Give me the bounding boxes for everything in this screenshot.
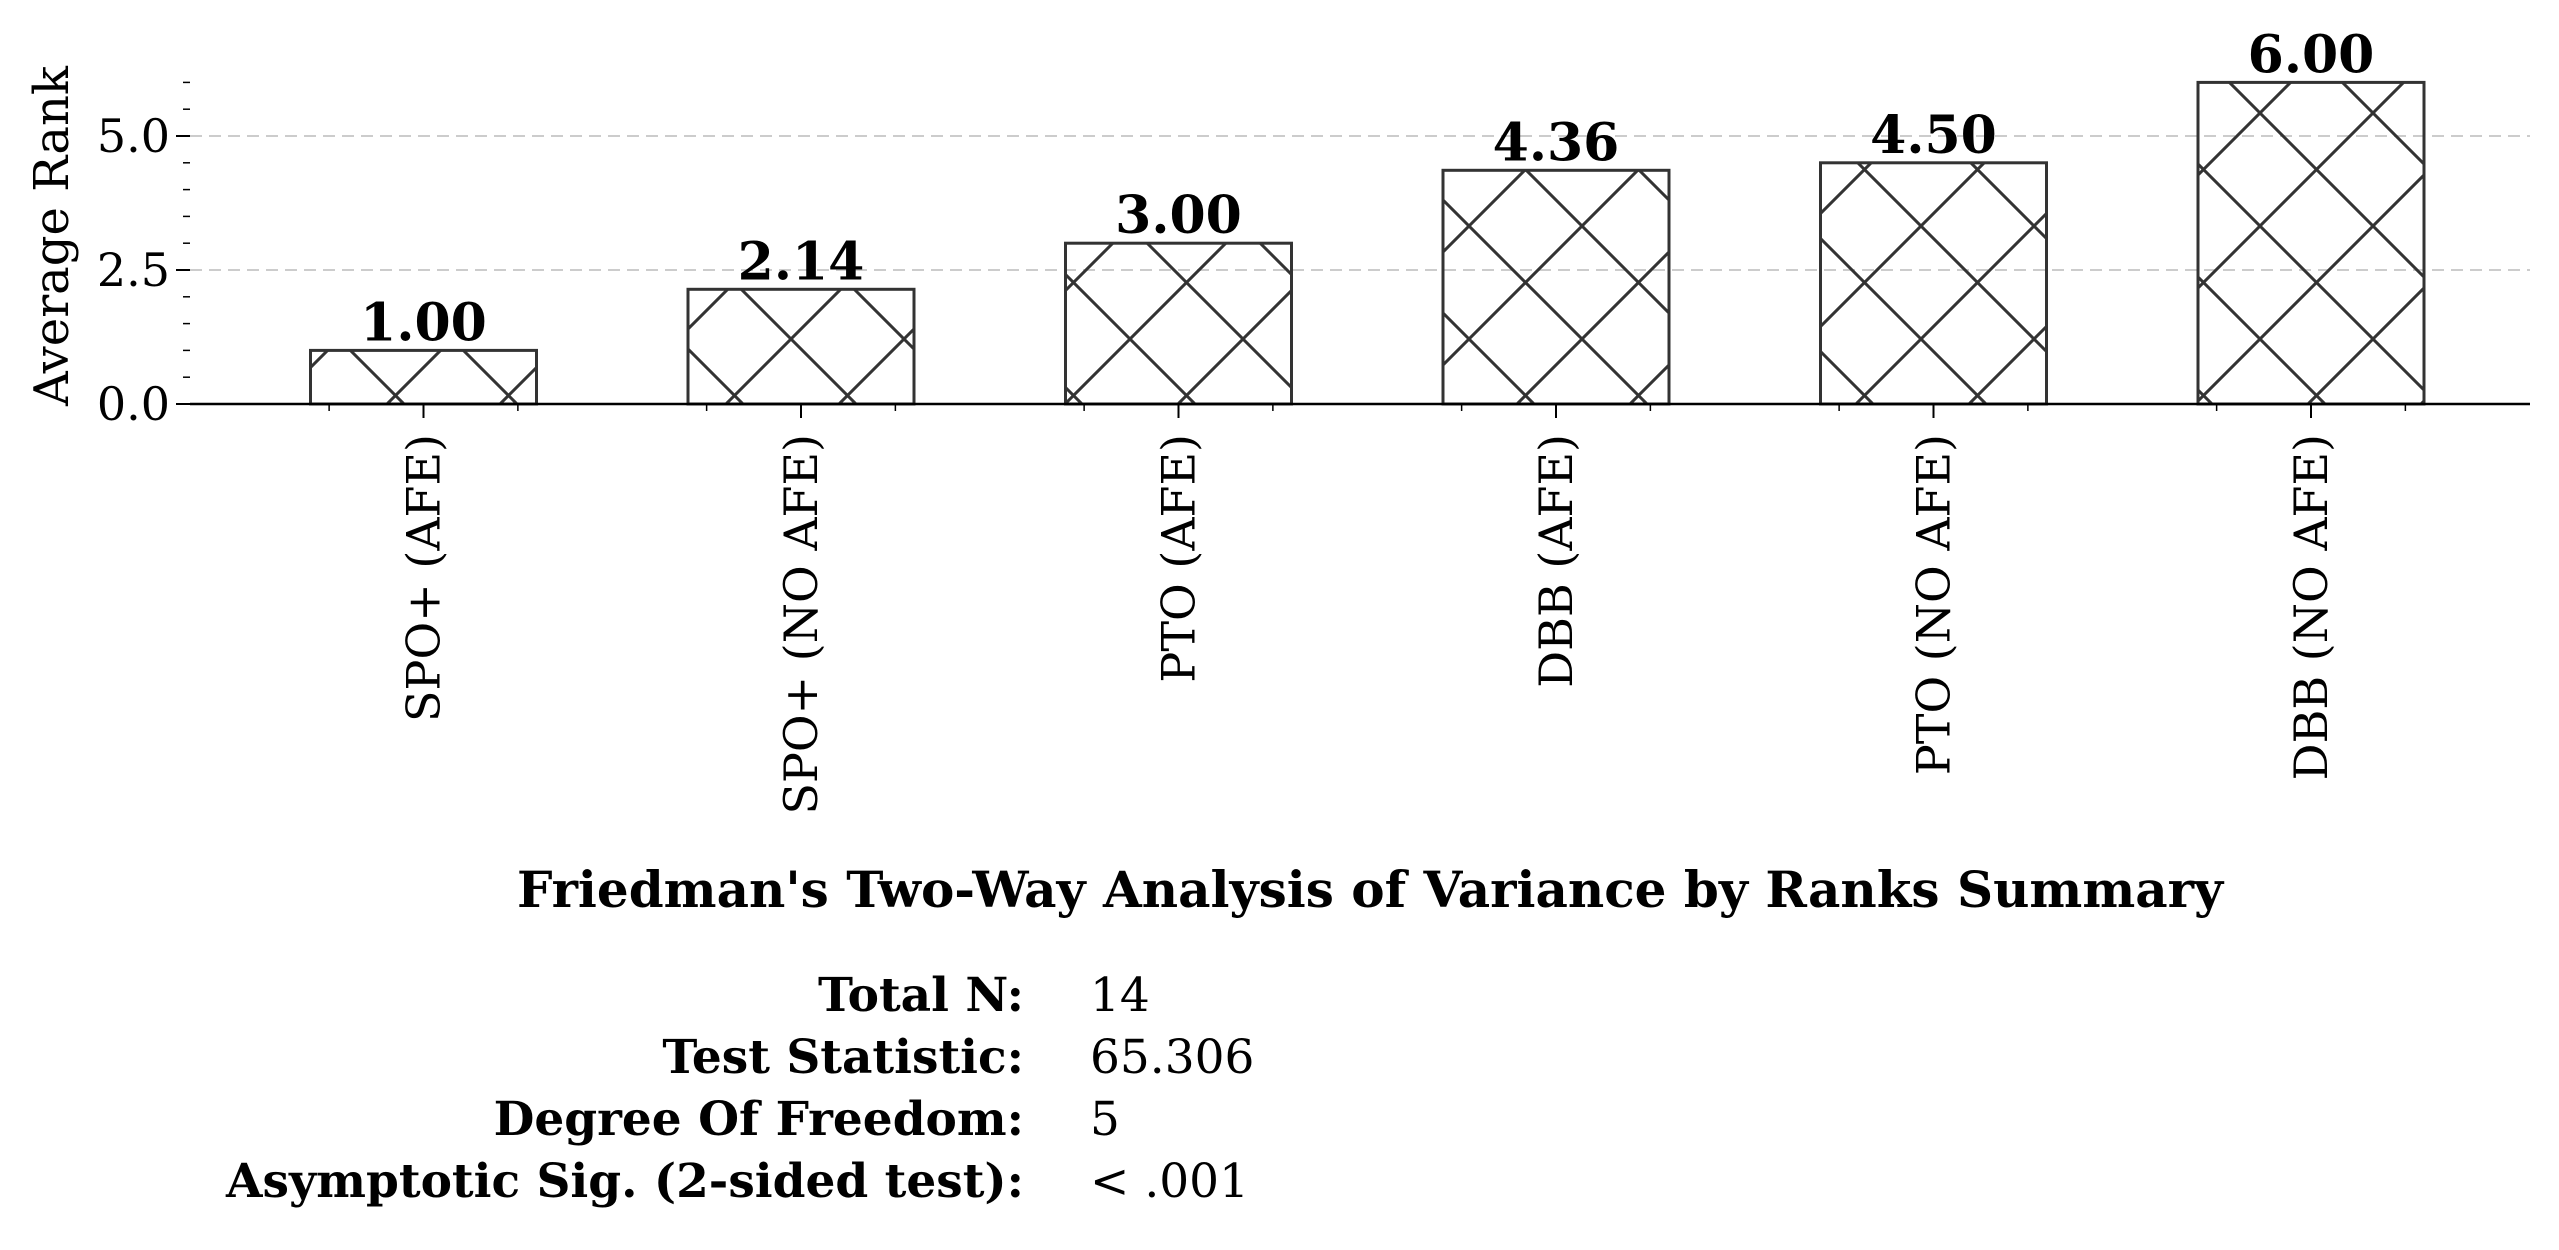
bar-value-label: 4.36 (1493, 112, 1620, 173)
x-tick-label: SPO+ (NO AFE) (774, 434, 828, 815)
summary-row-total-n: Total N: 14 (0, 968, 1400, 1030)
x-tick-label: DBB (NO AFE) (2284, 434, 2338, 780)
summary-row-asymptotic-sig: Asymptotic Sig. (2-sided test): < .001 (0, 1154, 1400, 1216)
y-tick-label: 5.0 (97, 109, 170, 163)
bars: 1.00 2.14 3.00 4.36 4.50 6.00 (309, 24, 2426, 406)
summary-value: 14 (1090, 968, 1150, 1023)
summary-label: Asymptotic Sig. (2-sided test): (226, 1154, 1024, 1209)
bar-value-label: 6.00 (2248, 24, 2375, 85)
summary-row-test-statistic: Test Statistic: 65.306 (0, 1030, 1400, 1092)
bar (1441, 168, 1671, 406)
bar-value-label: 2.14 (738, 231, 865, 292)
bar (1819, 161, 2048, 406)
x-tick-label: SPO+ (AFE) (397, 434, 451, 722)
summary-label: Total N: (818, 968, 1024, 1023)
bar (1064, 241, 1293, 406)
bar-value-label: 3.00 (1115, 185, 1242, 246)
summary-value: 65.306 (1090, 1030, 1255, 1085)
y-tick-label: 2.5 (97, 243, 170, 297)
x-tick-label: PTO (AFE) (1152, 434, 1206, 683)
y-tick-label: 0.0 (97, 377, 170, 431)
bar-value-label: 1.00 (360, 292, 487, 353)
summary-row-degree-of-freedom: Degree Of Freedom: 5 (0, 1092, 1400, 1154)
bar-value-label: 4.50 (1870, 105, 1997, 166)
summary-value: 5 (1090, 1092, 1120, 1147)
x-tick-label: DBB (AFE) (1529, 434, 1583, 688)
axes: SPO+ (AFE) SPO+ (NO AFE) PTO (AFE) DBB (AFE… (97, 81, 2530, 815)
bar (309, 348, 538, 406)
summary-label: Degree Of Freedom: (493, 1092, 1024, 1147)
gridlines (190, 135, 2530, 271)
summary-title: Friedman's Two-Way Analysis of Variance … (516, 860, 2224, 919)
x-tick-label: PTO (NO AFE) (1907, 434, 1961, 775)
bar (686, 287, 916, 406)
summary-value: < .001 (1090, 1154, 1249, 1209)
summary-label: Test Statistic: (662, 1030, 1024, 1085)
y-axis-label: Average Rank (24, 65, 80, 407)
bar (2196, 80, 2426, 406)
bar-chart: 1.002.143.004.36 4.506.00 SPO+ (AFE) SPO+ … (24, 24, 2530, 815)
